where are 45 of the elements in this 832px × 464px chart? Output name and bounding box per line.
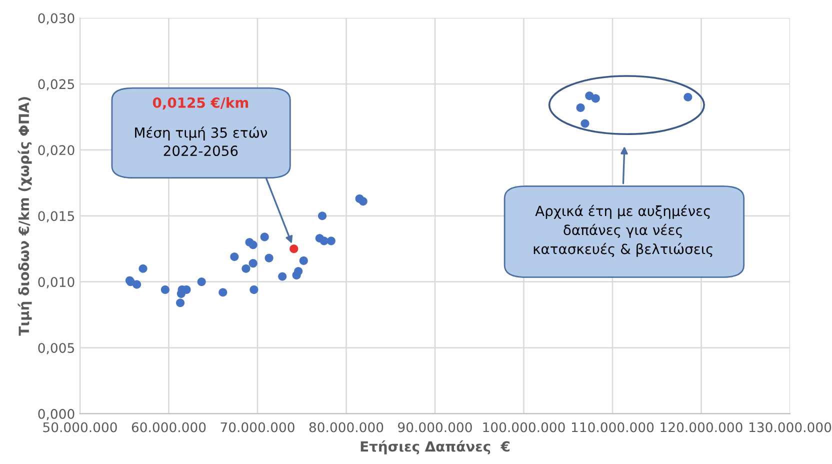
y-tick-label: 0,030 <box>38 13 74 25</box>
point <box>576 103 585 112</box>
point <box>230 252 239 262</box>
x-tick-label: 130.000.000 <box>749 422 832 432</box>
point <box>326 236 336 246</box>
y-tick-label: 0,020 <box>38 145 74 156</box>
point <box>242 264 250 273</box>
point <box>358 197 368 206</box>
x-tick-label: 80.000.000 <box>309 422 384 432</box>
annotation: Μέση τιμή 35 ετών 2022-2056 <box>135 126 268 156</box>
point <box>580 119 590 128</box>
y-tick-label: 0,025 <box>38 79 74 90</box>
point <box>278 272 287 281</box>
x-axis-title: Ετήσιες Δαπάνες € <box>360 440 510 454</box>
point <box>248 259 258 268</box>
point <box>290 244 298 254</box>
x-tick-label: 90.000.000 <box>398 422 472 432</box>
y-tick-label: 0,000 <box>38 408 74 420</box>
y-tick-label: 0,005 <box>38 342 74 354</box>
x-tick-label: 50.000.000 <box>43 422 117 432</box>
x-tick-label: 110.000.000 <box>572 422 654 432</box>
point <box>197 278 206 286</box>
point <box>591 94 600 103</box>
point <box>299 256 308 265</box>
annotation: 0,0125 €/km <box>152 97 248 110</box>
y-axis-title: Τιμή διοδων €/km (χωρίς ΦΠΑ) <box>18 97 32 336</box>
point <box>318 212 327 220</box>
point <box>176 298 185 308</box>
x-tick-label: 120.000.000 <box>660 422 742 432</box>
annotation: Αρχικά έτη με αυξημένες δαπάνες για νέες κατασκευές & βελτιώσεις <box>534 204 712 257</box>
x-tick-label: 100.000.000 <box>483 422 565 432</box>
point <box>264 254 274 262</box>
x-tick-label: 60.000.000 <box>132 422 206 432</box>
point <box>138 264 148 273</box>
x-tick-label: 70.000.000 <box>220 422 294 432</box>
point <box>132 280 142 289</box>
point <box>248 240 258 250</box>
point <box>250 285 258 294</box>
y-tick-label: 0,015 <box>38 211 74 222</box>
point <box>160 285 170 294</box>
y-tick-label: 0,010 <box>38 277 74 288</box>
point <box>260 232 269 242</box>
point <box>218 288 228 297</box>
point <box>294 266 303 276</box>
point <box>684 92 692 102</box>
